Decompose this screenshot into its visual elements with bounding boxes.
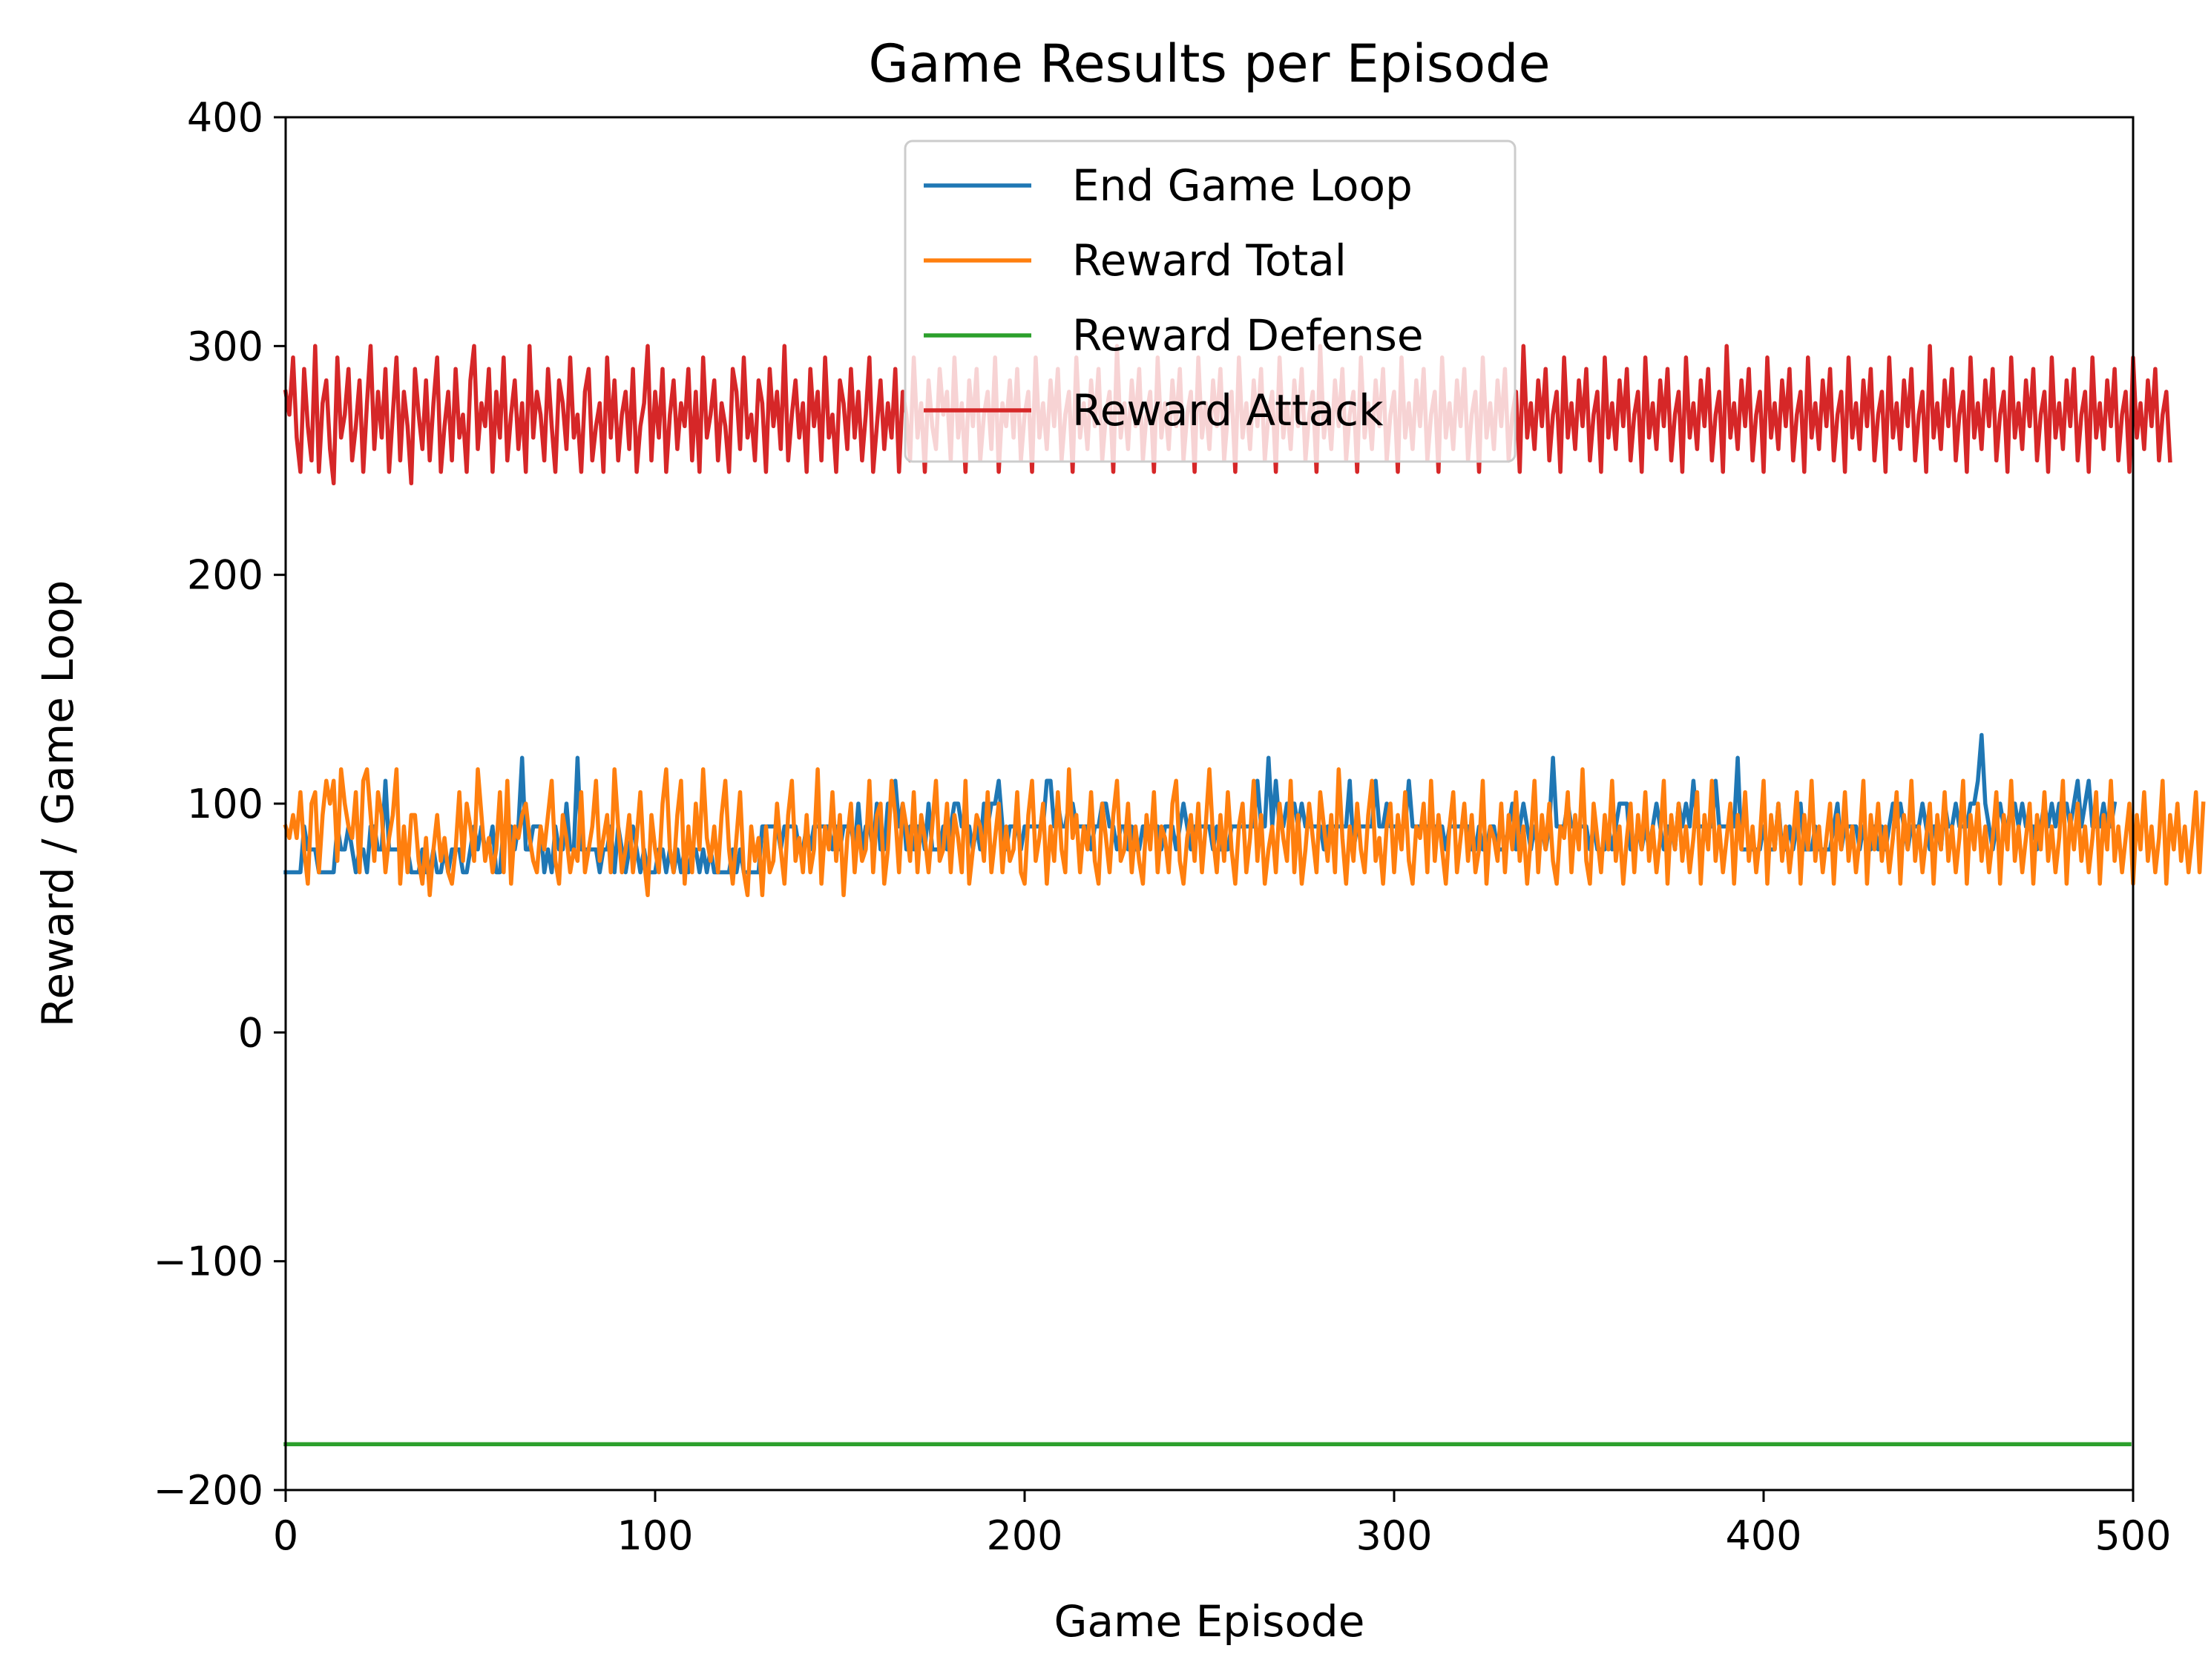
y-tick-label: 0 — [238, 1009, 263, 1056]
x-tick-label: 400 — [1725, 1512, 1801, 1559]
x-tick-label: 100 — [617, 1512, 693, 1559]
legend-label: End Game Loop — [1072, 160, 1413, 211]
y-axis: −200 −100 0 100 200 300 400 — [154, 94, 286, 1514]
y-tick-label: 300 — [187, 323, 263, 370]
y-tick-label: −200 — [154, 1467, 263, 1514]
legend-box — [904, 140, 1517, 463]
legend-entries: End Game Loop Reward Total Reward Defense R… — [924, 160, 1424, 436]
series-line-reward-total — [283, 767, 2206, 898]
y-tick-label: 100 — [187, 781, 263, 827]
chart-title: Game Results per Episode — [868, 33, 1550, 94]
legend: End Game Loop Reward Total Reward Defense R… — [904, 140, 1517, 463]
y-tick-label: 200 — [187, 552, 263, 599]
legend-label: Reward Defense — [1072, 310, 1424, 361]
y-tick-label: 400 — [187, 94, 263, 141]
y-axis-title: Reward / Game Loop — [33, 580, 83, 1028]
x-tick-label: 300 — [1356, 1512, 1432, 1559]
legend-label: Reward Attack — [1072, 385, 1384, 436]
y-tick-label: −100 — [154, 1238, 263, 1285]
x-tick-label: 0 — [273, 1512, 298, 1559]
x-tick-label: 200 — [986, 1512, 1062, 1559]
legend-label: Reward Total — [1072, 235, 1347, 286]
x-axis: 0 100 200 300 400 500 — [273, 1490, 2172, 1559]
x-axis-title: Game Episode — [1054, 1596, 1365, 1647]
x-tick-label: 500 — [2095, 1512, 2171, 1559]
